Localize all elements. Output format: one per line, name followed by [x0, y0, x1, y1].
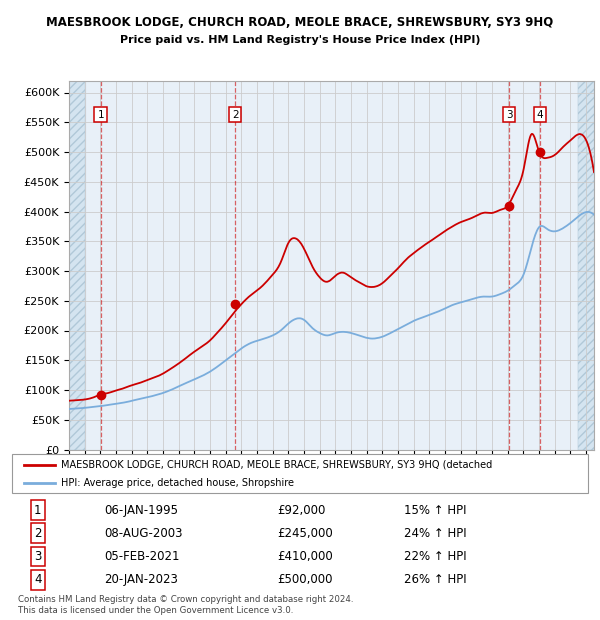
Text: Contains HM Land Registry data © Crown copyright and database right 2024.
This d: Contains HM Land Registry data © Crown c…	[18, 595, 353, 614]
Text: 26% ↑ HPI: 26% ↑ HPI	[404, 574, 466, 587]
Text: 20-JAN-2023: 20-JAN-2023	[104, 574, 178, 587]
Text: MAESBROOK LODGE, CHURCH ROAD, MEOLE BRACE, SHREWSBURY, SY3 9HQ (detached: MAESBROOK LODGE, CHURCH ROAD, MEOLE BRAC…	[61, 460, 492, 470]
Text: 2: 2	[232, 110, 238, 120]
Text: 4: 4	[34, 574, 41, 587]
Text: 05-FEB-2021: 05-FEB-2021	[104, 550, 179, 563]
Text: 24% ↑ HPI: 24% ↑ HPI	[404, 527, 466, 540]
Text: 2: 2	[34, 527, 41, 540]
Text: 3: 3	[34, 550, 41, 563]
Text: 1: 1	[97, 110, 104, 120]
Text: 22% ↑ HPI: 22% ↑ HPI	[404, 550, 466, 563]
Bar	[578, 81, 600, 450]
Text: HPI: Average price, detached house, Shropshire: HPI: Average price, detached house, Shro…	[61, 477, 294, 487]
Text: 06-JAN-1995: 06-JAN-1995	[104, 503, 178, 516]
Text: £410,000: £410,000	[277, 550, 333, 563]
Text: 4: 4	[536, 110, 543, 120]
Bar	[69, 81, 85, 450]
Text: £92,000: £92,000	[277, 503, 325, 516]
Text: 1: 1	[34, 503, 41, 516]
Text: 08-AUG-2003: 08-AUG-2003	[104, 527, 182, 540]
Text: 15% ↑ HPI: 15% ↑ HPI	[404, 503, 466, 516]
Text: £245,000: £245,000	[277, 527, 333, 540]
Text: MAESBROOK LODGE, CHURCH ROAD, MEOLE BRACE, SHREWSBURY, SY3 9HQ: MAESBROOK LODGE, CHURCH ROAD, MEOLE BRAC…	[46, 16, 554, 29]
FancyBboxPatch shape	[12, 454, 588, 493]
Text: Price paid vs. HM Land Registry's House Price Index (HPI): Price paid vs. HM Land Registry's House …	[120, 35, 480, 45]
Text: 3: 3	[506, 110, 512, 120]
Text: £500,000: £500,000	[277, 574, 332, 587]
